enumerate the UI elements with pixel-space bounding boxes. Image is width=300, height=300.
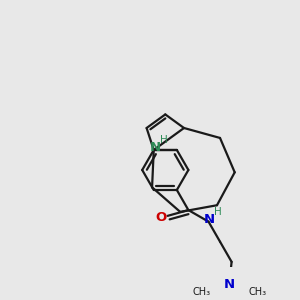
Text: H: H [214, 207, 222, 217]
Text: CH₃: CH₃ [192, 287, 210, 297]
Text: N: N [204, 213, 215, 226]
Text: N: N [224, 278, 235, 291]
Text: O: O [155, 211, 166, 224]
Text: CH₃: CH₃ [248, 287, 266, 297]
Text: H: H [160, 135, 167, 145]
Text: N: N [149, 141, 161, 154]
